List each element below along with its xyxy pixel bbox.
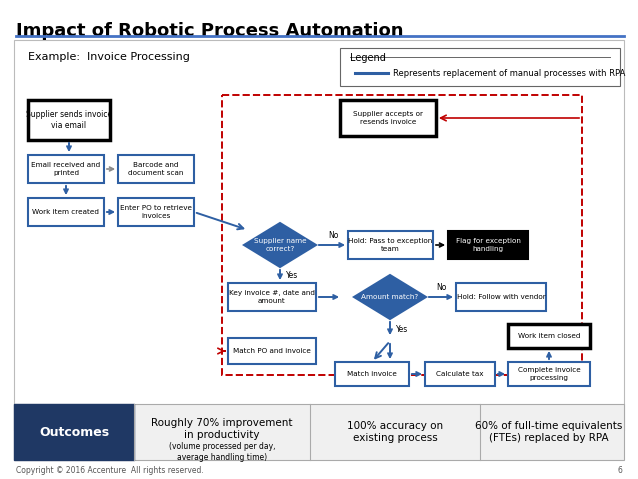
Text: Work item created: Work item created (33, 209, 100, 215)
Text: Copyright © 2016 Accenture  All rights reserved.: Copyright © 2016 Accenture All rights re… (16, 466, 204, 475)
Bar (222, 95, 582, 375)
Text: Amount match?: Amount match? (361, 294, 419, 300)
Text: No: No (328, 231, 338, 240)
Text: Match PO and invoice: Match PO and invoice (233, 348, 311, 354)
Bar (118, 155, 194, 183)
Text: No: No (436, 283, 446, 292)
Text: Match invoice: Match invoice (347, 371, 397, 377)
Text: Calculate tax: Calculate tax (436, 371, 484, 377)
Text: 100% accuracy on
existing process: 100% accuracy on existing process (347, 421, 443, 443)
Text: Hold: Pass to exception
team: Hold: Pass to exception team (348, 238, 432, 252)
Bar (14, 404, 134, 460)
Text: Yes: Yes (396, 326, 408, 334)
Bar (14, 40, 624, 430)
Bar (335, 362, 409, 386)
Bar (340, 48, 620, 86)
Text: Work item closed: Work item closed (518, 333, 580, 339)
Text: Email received and
printed: Email received and printed (31, 162, 101, 176)
Text: Example:  Invoice Processing: Example: Invoice Processing (28, 52, 190, 62)
Text: Legend: Legend (350, 53, 386, 63)
Polygon shape (354, 275, 426, 319)
Text: Supplier accepts or
resends invoice: Supplier accepts or resends invoice (353, 111, 423, 125)
Text: Supplier name
correct?: Supplier name correct? (254, 238, 306, 252)
Text: Enter PO to retrieve
invoices: Enter PO to retrieve invoices (120, 205, 192, 219)
Bar (508, 362, 590, 386)
Text: Key invoice #, date and
amount: Key invoice #, date and amount (229, 290, 315, 304)
Text: 6: 6 (617, 466, 622, 475)
Text: (volume processed per day,
average handling time): (volume processed per day, average handl… (168, 442, 275, 462)
Text: Outcomes: Outcomes (39, 425, 109, 438)
Bar (348, 231, 433, 259)
Text: Hold: Follow with vendor: Hold: Follow with vendor (457, 294, 545, 300)
Text: Supplier sends invoice
via email: Supplier sends invoice via email (26, 110, 112, 130)
Text: Impact of Robotic Process Automation: Impact of Robotic Process Automation (16, 22, 403, 40)
Bar (28, 155, 104, 183)
Bar (456, 283, 546, 311)
Text: Complete invoice
processing: Complete invoice processing (517, 367, 581, 381)
Text: Yes: Yes (286, 272, 298, 281)
Bar (228, 338, 316, 364)
Bar (14, 404, 624, 460)
Text: Flag for exception
handling: Flag for exception handling (456, 238, 521, 252)
Text: 60% of full-time equivalents
(FTEs) replaced by RPA: 60% of full-time equivalents (FTEs) repl… (475, 421, 623, 443)
Bar (118, 198, 194, 226)
Bar (508, 324, 590, 348)
Bar (28, 198, 104, 226)
Bar (228, 283, 316, 311)
Polygon shape (244, 223, 316, 267)
Bar (340, 100, 436, 136)
Bar (28, 100, 110, 140)
Bar (425, 362, 495, 386)
Text: Roughly 70% improvement
in productivity: Roughly 70% improvement in productivity (151, 418, 293, 440)
Bar (448, 231, 528, 259)
Text: Barcode and
document scan: Barcode and document scan (128, 162, 184, 176)
Text: Represents replacement of manual processes with RPA: Represents replacement of manual process… (393, 68, 625, 78)
